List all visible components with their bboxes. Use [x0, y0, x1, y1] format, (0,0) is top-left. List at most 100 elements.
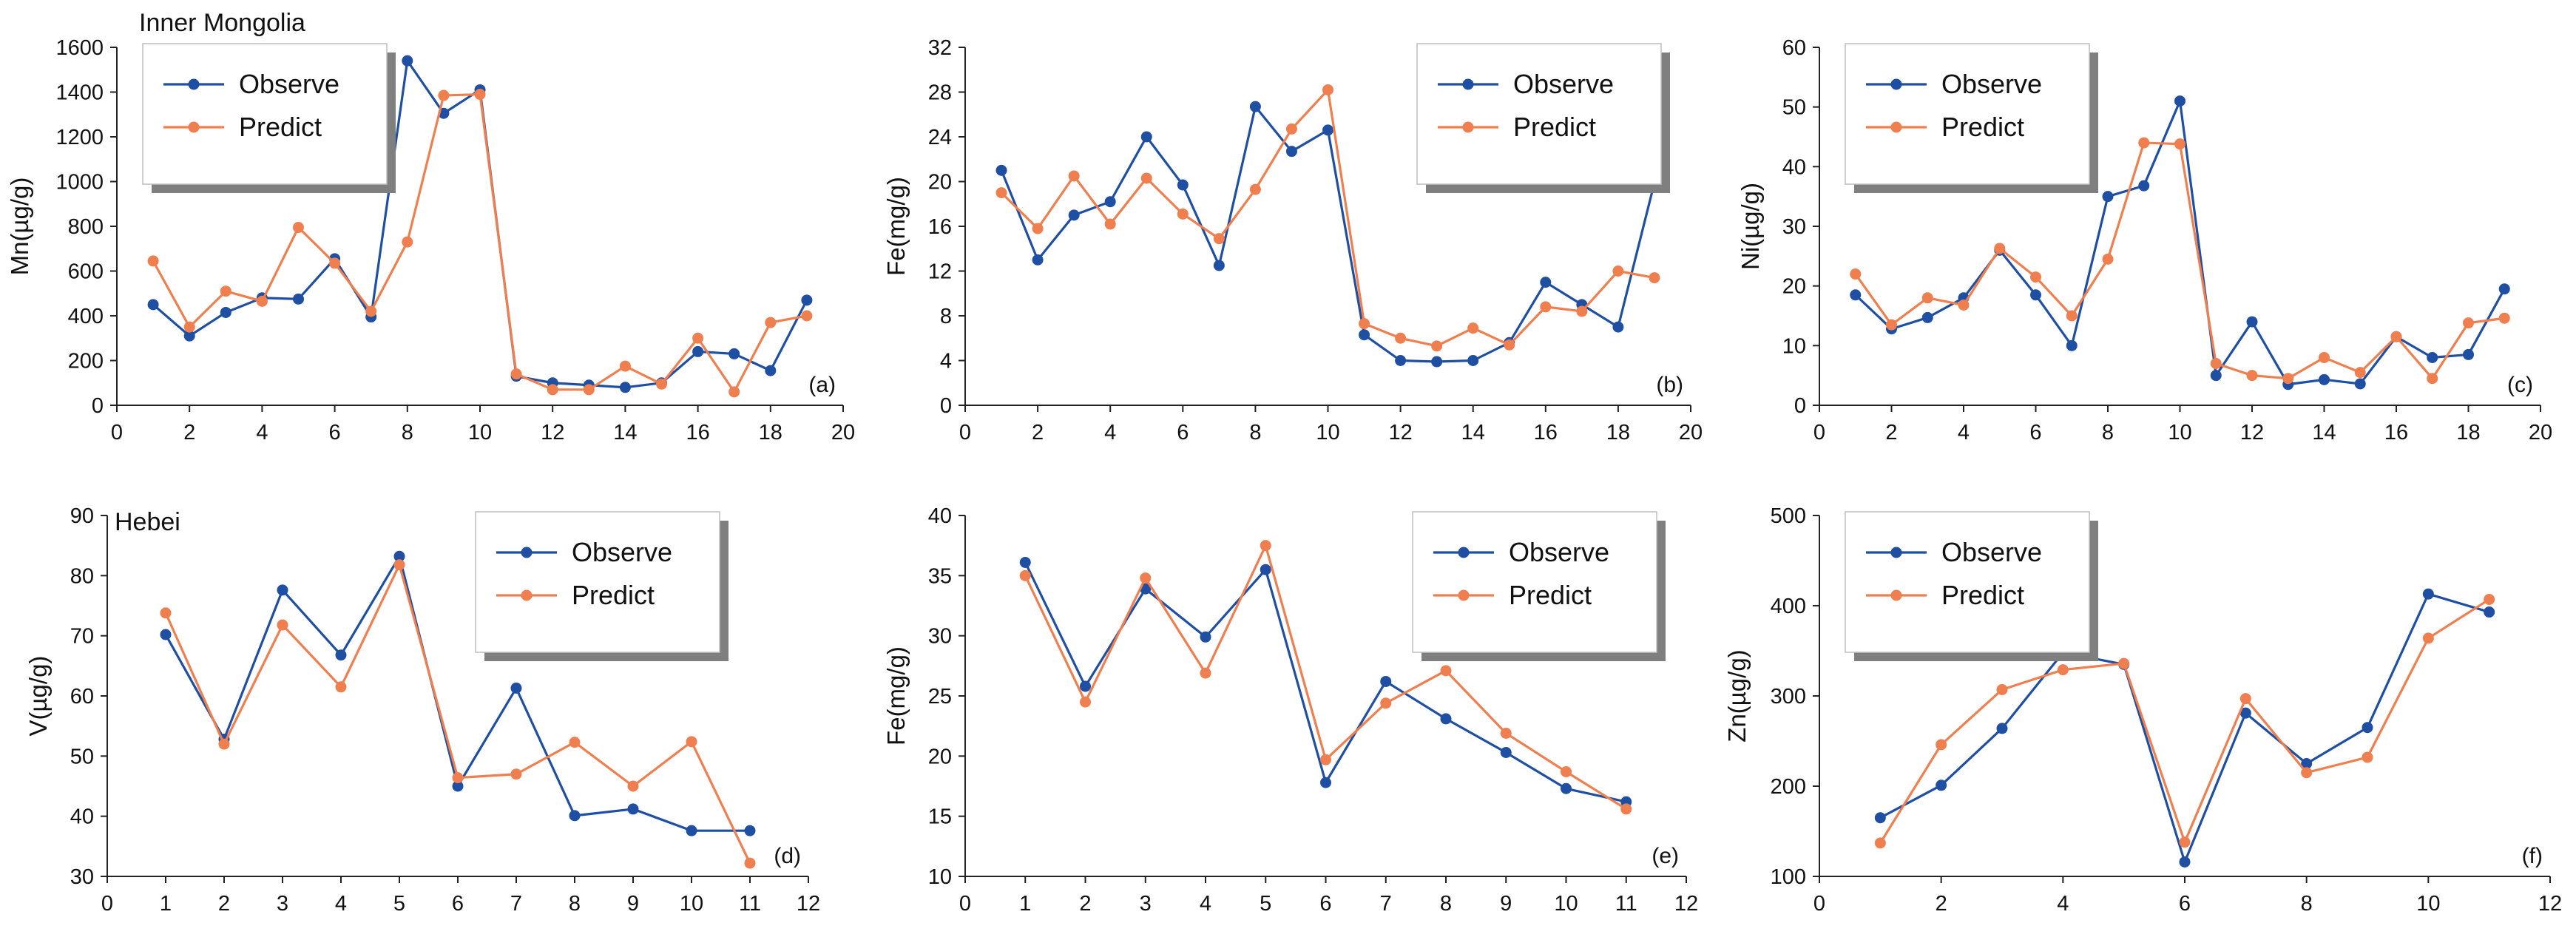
y-tick-label: 50: [1782, 96, 1806, 120]
y-tick-label: 1200: [55, 126, 104, 149]
data-point-observe: [1540, 277, 1552, 288]
legend-swatch-marker: [1462, 121, 1474, 133]
y-tick-label: 200: [68, 350, 104, 373]
data-point-predict: [1540, 301, 1552, 313]
y-axis-label: Ni(µg/g): [1737, 183, 1764, 270]
data-point-predict: [510, 368, 522, 380]
panel-label: (c): [2507, 373, 2533, 397]
data-point-observe: [402, 55, 413, 67]
data-point-observe: [2179, 856, 2191, 868]
x-tick-label: 16: [686, 421, 709, 444]
data-point-predict: [1996, 683, 2008, 695]
data-point-observe: [728, 348, 740, 359]
legend-entry-label: Observe: [1941, 69, 2042, 99]
data-point-predict: [1019, 569, 1031, 581]
data-point-predict: [2498, 312, 2510, 324]
legend-swatch-marker: [1890, 547, 1902, 558]
data-point-predict: [335, 681, 347, 693]
data-point-predict: [2246, 370, 2258, 382]
y-tick-label: 8: [940, 305, 952, 328]
y-tick-label: 10: [928, 865, 952, 889]
data-point-predict: [2301, 767, 2313, 779]
data-point-observe: [2030, 289, 2041, 301]
data-point-predict: [1504, 339, 1515, 351]
y-tick-label: 60: [70, 685, 94, 709]
data-point-predict: [393, 559, 405, 571]
x-tick-label: 6: [2179, 892, 2191, 916]
x-tick-label: 12: [2538, 892, 2562, 916]
x-tick-label: 10: [1316, 421, 1339, 444]
data-point-predict: [2390, 331, 2402, 342]
data-point-predict: [1140, 572, 1152, 584]
data-point-predict: [995, 187, 1007, 199]
data-point-observe: [1500, 746, 1512, 758]
legend-swatch-marker: [521, 547, 533, 558]
x-tick-label: 6: [452, 892, 464, 916]
x-tick-label: 10: [1554, 892, 1578, 916]
y-tick-label: 800: [68, 215, 104, 239]
data-point-predict: [1467, 322, 1479, 334]
data-point-predict: [256, 295, 268, 307]
data-point-observe: [627, 803, 639, 815]
x-tick-label: 8: [1440, 892, 1452, 916]
data-point-observe: [2102, 191, 2114, 203]
legend-entry-label: Observe: [1513, 69, 1614, 99]
x-tick-label: 4: [2057, 892, 2069, 916]
x-tick-label: 12: [2240, 421, 2264, 444]
data-point-predict: [1249, 183, 1261, 195]
data-point-predict: [1431, 340, 1443, 352]
data-point-predict: [402, 236, 413, 248]
x-tick-label: 2: [1079, 892, 1091, 916]
data-point-predict: [277, 619, 288, 631]
data-point-observe: [1380, 675, 1392, 687]
legend-swatch-marker: [1890, 121, 1902, 133]
legend-entry-label: Predict: [572, 580, 655, 610]
data-point-observe: [393, 550, 405, 562]
data-point-predict: [218, 738, 230, 750]
panel-label: (d): [774, 844, 801, 868]
y-tick-label: 90: [70, 504, 94, 528]
x-tick-label: 20: [2529, 421, 2552, 444]
legend-entry-label: Predict: [1509, 580, 1592, 610]
x-tick-label: 12: [1388, 421, 1412, 444]
x-tick-label: 12: [541, 421, 564, 444]
data-point-observe: [2210, 370, 2222, 382]
x-tick-label: 1: [160, 892, 172, 916]
y-tick-label: 10: [1782, 334, 1806, 358]
legend: Observe Predict: [1845, 43, 2098, 193]
data-point-predict: [2319, 351, 2330, 363]
data-point-predict: [1380, 697, 1392, 709]
x-tick-label: 7: [1380, 892, 1392, 916]
data-point-predict: [619, 360, 631, 372]
y-tick-label: 1400: [55, 81, 104, 105]
x-tick-label: 10: [2416, 892, 2440, 916]
x-tick-label: 20: [1679, 421, 1703, 444]
y-tick-label: 500: [1771, 504, 1806, 528]
data-point-observe: [293, 293, 304, 305]
legend-entry-label: Predict: [1941, 112, 2024, 142]
data-point-observe: [1921, 311, 1933, 323]
y-tick-label: 12: [928, 260, 952, 284]
panel-label: (e): [1652, 844, 1679, 868]
legend-box: [1412, 511, 1657, 653]
legend-swatch-marker: [521, 589, 533, 601]
data-point-predict: [2484, 593, 2495, 605]
legend: Observe Predict: [142, 43, 396, 193]
data-point-observe: [686, 825, 697, 836]
data-point-predict: [765, 317, 777, 328]
data-point-predict: [293, 222, 304, 234]
x-tick-label: 0: [111, 421, 123, 444]
y-tick-label: 28: [928, 81, 952, 105]
x-tick-label: 10: [2168, 421, 2191, 444]
legend-entry-label: Observe: [239, 69, 339, 99]
y-axis-label: Zn(µg/g): [1723, 649, 1751, 742]
data-point-observe: [2498, 283, 2510, 295]
x-tick-label: 6: [1177, 421, 1189, 444]
data-point-observe: [1996, 723, 2008, 734]
data-point-observe: [2319, 373, 2330, 385]
data-point-observe: [1440, 713, 1452, 725]
data-point-predict: [1936, 739, 1947, 751]
data-point-predict: [1068, 170, 1080, 182]
y-axis-label: Mn(µg/g): [6, 177, 33, 276]
